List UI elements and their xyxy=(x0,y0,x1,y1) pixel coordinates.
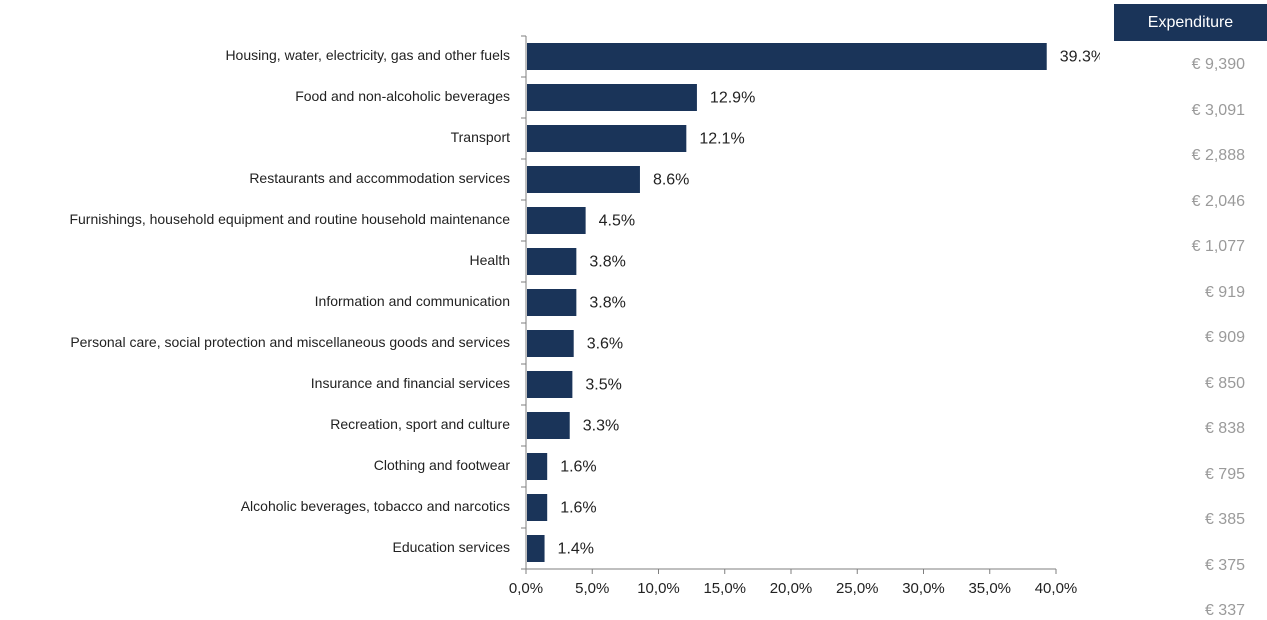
bar xyxy=(527,494,548,521)
bar xyxy=(527,330,574,357)
x-tick-label: 10,0% xyxy=(637,580,680,597)
bar xyxy=(527,412,570,439)
x-tick-label: 40,0% xyxy=(1035,580,1078,597)
data-label: 1.4% xyxy=(558,541,594,558)
x-tick-label: 5,0% xyxy=(575,580,609,597)
expenditure-header: Expenditure xyxy=(1114,4,1267,41)
category-label: Transport xyxy=(451,129,511,145)
category-label: Restaurants and accommodation services xyxy=(249,170,510,186)
category-label: Personal care, social protection and mis… xyxy=(70,334,510,350)
expenditure-value: € 919 xyxy=(1204,283,1245,301)
bar xyxy=(527,248,577,275)
expenditure-value: € 2,046 xyxy=(1191,192,1245,210)
bar xyxy=(527,453,548,480)
bar xyxy=(527,371,573,398)
category-label: Education services xyxy=(392,539,510,555)
expenditure-value: € 909 xyxy=(1204,329,1245,346)
bar xyxy=(527,289,577,316)
expenditure-value: € 795 xyxy=(1204,465,1245,483)
category-label: Alcoholic beverages, tobacco and narcoti… xyxy=(241,498,510,514)
expenditure-column: € 9,390 € 3,091 € 2,888 € 2,046 € 1,077 € 919… xyxy=(1114,0,1245,619)
data-label: 1.6% xyxy=(560,500,596,517)
category-label: Housing, water, electricity, gas and oth… xyxy=(225,47,510,63)
category-label: Furnishings, household equipment and rou… xyxy=(69,211,510,227)
category-label: Clothing and footwear xyxy=(374,457,511,473)
data-label: 8.6% xyxy=(653,172,689,189)
expenditure-value: € 1,077 xyxy=(1191,238,1245,255)
bar xyxy=(527,125,687,152)
bar xyxy=(527,43,1047,70)
x-tick-label: 30,0% xyxy=(902,580,945,597)
category-label: Recreation, sport and culture xyxy=(330,416,510,432)
expenditure-value: € 9,390 xyxy=(1191,56,1245,73)
data-label: 3.3% xyxy=(583,418,619,435)
category-label: Food and non-alcoholic beverages xyxy=(295,88,510,104)
x-tick-label: 0,0% xyxy=(509,580,543,597)
category-label: Insurance and financial services xyxy=(311,375,510,391)
data-label: 1.6% xyxy=(560,459,596,476)
data-label: 3.5% xyxy=(585,377,621,394)
expenditure-value: € 337 xyxy=(1204,602,1245,619)
expenditure-share-bar-chart: Housing, water, electricity, gas and oth… xyxy=(69,35,1100,597)
data-label: 39.3% xyxy=(1060,49,1100,66)
bar xyxy=(527,207,586,234)
expenditure-value: € 838 xyxy=(1204,420,1245,437)
x-tick-label: 15,0% xyxy=(703,580,746,597)
data-label: 12.9% xyxy=(710,90,755,107)
category-label: Information and communication xyxy=(315,293,510,309)
x-tick-label: 25,0% xyxy=(836,580,879,597)
data-label: 3.6% xyxy=(587,336,623,353)
expenditure-value: € 850 xyxy=(1204,374,1245,392)
category-label: Health xyxy=(470,252,510,268)
expenditure-value: € 385 xyxy=(1204,511,1245,528)
data-label: 3.8% xyxy=(589,254,625,271)
bar xyxy=(527,166,640,193)
bar xyxy=(527,535,545,562)
expenditure-value: € 3,091 xyxy=(1191,101,1245,119)
x-tick-label: 20,0% xyxy=(770,580,813,597)
data-label: 3.8% xyxy=(589,295,625,312)
data-label: 4.5% xyxy=(599,213,635,230)
bar xyxy=(527,84,697,111)
expenditure-value: € 2,888 xyxy=(1191,147,1245,164)
x-tick-label: 35,0% xyxy=(968,580,1011,597)
expenditure-value: € 375 xyxy=(1204,556,1245,574)
data-label: 12.1% xyxy=(699,131,744,148)
